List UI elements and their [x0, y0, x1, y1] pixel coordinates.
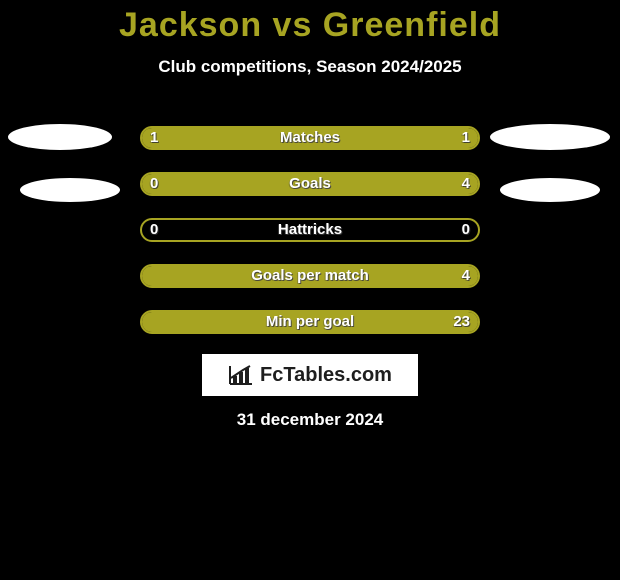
brand-badge: FcTables.com	[202, 354, 418, 396]
subtitle: Club competitions, Season 2024/2025	[0, 57, 620, 77]
comparison-card: Jackson vs Greenfield Club competitions,…	[0, 0, 620, 580]
stat-label: Goals	[142, 174, 478, 194]
stat-row: 04Goals	[140, 172, 480, 196]
stat-label: Matches	[142, 128, 478, 148]
brand-text: FcTables.com	[260, 364, 392, 387]
stats-block: 11Matches 04Goals 00Hattricks 4Goals per ma…	[140, 126, 480, 356]
stat-label: Hattricks	[142, 220, 478, 240]
stat-row: 4Goals per match	[140, 264, 480, 288]
right-club-logo	[490, 124, 610, 150]
page-title: Jackson vs Greenfield	[0, 0, 620, 45]
left-club-logo	[8, 124, 112, 150]
stat-row: 00Hattricks	[140, 218, 480, 242]
stat-row: 11Matches	[140, 126, 480, 150]
stat-row: 23Min per goal	[140, 310, 480, 334]
bar-chart-icon	[228, 364, 254, 386]
stat-label: Goals per match	[142, 266, 478, 286]
stat-label: Min per goal	[142, 312, 478, 332]
left-club-logo	[20, 178, 120, 202]
footer-date: 31 december 2024	[0, 410, 620, 430]
right-club-logo	[500, 178, 600, 202]
